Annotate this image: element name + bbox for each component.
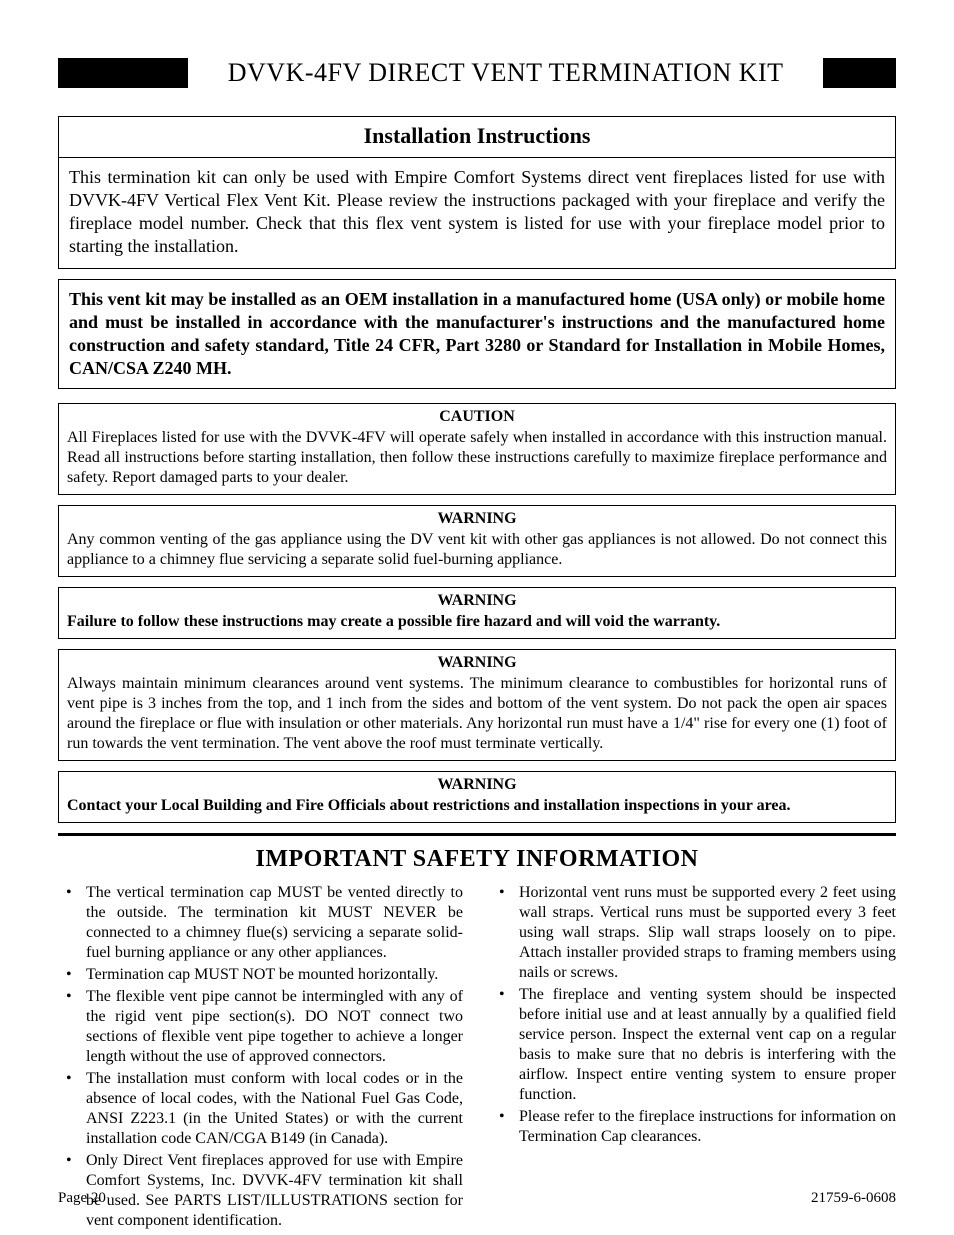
bullet-icon: •	[58, 987, 86, 1067]
safety-bullet: •The vertical termination cap MUST be ve…	[58, 883, 463, 963]
notice-body: Failure to follow these instructions may…	[67, 612, 887, 632]
page-title: DVVK-4FV DIRECT VENT TERMINATION KIT	[216, 58, 796, 88]
safety-bullet: •Horizontal vent runs must be supported …	[491, 883, 896, 983]
installation-instructions-heading: Installation Instructions	[59, 117, 895, 158]
notice-box: WARNING Contact your Local Building and F…	[58, 771, 896, 823]
notice-body: All Fireplaces listed for use with the D…	[67, 428, 887, 488]
safety-bullet-text: The fireplace and venting system should …	[519, 985, 896, 1105]
notice-body: Any common venting of the gas appliance …	[67, 530, 887, 570]
bullet-icon: •	[491, 1107, 519, 1147]
notice-title: WARNING	[67, 592, 887, 610]
notice-title: WARNING	[67, 510, 887, 528]
safety-heading: IMPORTANT SAFETY INFORMATION	[58, 846, 896, 873]
page-footer: Page 20 21759-6-0608	[58, 1190, 896, 1207]
bullet-icon: •	[491, 883, 519, 983]
notices-container: CAUTION All Fireplaces listed for use wit…	[58, 403, 896, 823]
notice-title: WARNING	[67, 654, 887, 672]
title-bar-block-fill	[878, 58, 896, 88]
title-bar-gap	[188, 58, 198, 88]
notice-body: Always maintain minimum clearances aroun…	[67, 674, 887, 754]
title-bar: DVVK-4FV DIRECT VENT TERMINATION KIT	[58, 58, 896, 88]
notice-box: WARNING Failure to follow these instructi…	[58, 587, 896, 639]
notice-box: WARNING Always maintain minimum clearance…	[58, 649, 896, 761]
footer-page-number: Page 20	[58, 1190, 106, 1207]
safety-bullet: •The installation must conform with loca…	[58, 1069, 463, 1149]
title-bar-block-left	[58, 58, 188, 88]
bullet-icon: •	[58, 1069, 86, 1149]
safety-bullet-text: Please refer to the fireplace instructio…	[519, 1107, 896, 1147]
safety-bullet-text: The installation must conform with local…	[86, 1069, 463, 1149]
footer-doc-number: 21759-6-0608	[811, 1190, 896, 1207]
title-bar-spacer	[198, 58, 216, 88]
title-bar-block-right	[823, 58, 878, 88]
safety-bullet: •The fireplace and venting system should…	[491, 985, 896, 1105]
installation-instructions-box: Installation Instructions This terminati…	[58, 116, 896, 269]
safety-column-left: •The vertical termination cap MUST be ve…	[58, 883, 463, 1233]
safety-bullet: •The flexible vent pipe cannot be interm…	[58, 987, 463, 1067]
safety-columns: •The vertical termination cap MUST be ve…	[58, 883, 896, 1233]
safety-column-right: •Horizontal vent runs must be supported …	[491, 883, 896, 1233]
notice-title: WARNING	[67, 776, 887, 794]
title-bar-gap	[813, 58, 823, 88]
safety-bullet: •Please refer to the fireplace instructi…	[491, 1107, 896, 1147]
safety-bullet: •Termination cap MUST NOT be mounted hor…	[58, 965, 463, 985]
oem-notice: This vent kit may be installed as an OEM…	[58, 279, 896, 389]
installation-instructions-body: This termination kit can only be used wi…	[59, 158, 895, 268]
notice-box: CAUTION All Fireplaces listed for use wit…	[58, 403, 896, 495]
notice-title: CAUTION	[67, 408, 887, 426]
safety-bullet-text: Horizontal vent runs must be supported e…	[519, 883, 896, 983]
safety-bullet-text: The flexible vent pipe cannot be intermi…	[86, 987, 463, 1067]
safety-bullet-text: Termination cap MUST NOT be mounted hori…	[86, 965, 463, 985]
bullet-icon: •	[491, 985, 519, 1105]
title-bar-spacer	[796, 58, 814, 88]
section-divider	[58, 833, 896, 836]
notice-box: WARNING Any common venting of the gas app…	[58, 505, 896, 577]
bullet-icon: •	[58, 965, 86, 985]
bullet-icon: •	[58, 883, 86, 963]
notice-body: Contact your Local Building and Fire Off…	[67, 796, 887, 816]
safety-bullet-text: The vertical termination cap MUST be ven…	[86, 883, 463, 963]
